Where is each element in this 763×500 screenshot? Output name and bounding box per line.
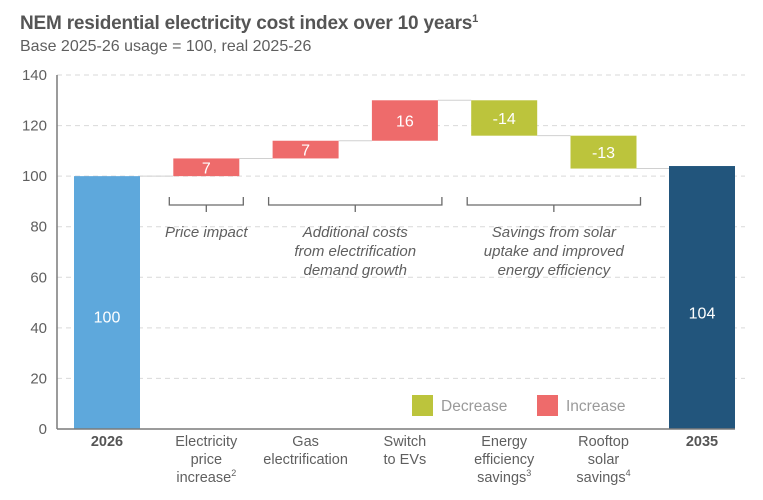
x-category-label: increase2 [176, 468, 236, 486]
bar-3 [371, 100, 438, 141]
bar-value-label: -14 [493, 111, 516, 128]
x-category-label: 2035 [686, 434, 718, 450]
x-category-label: price [191, 452, 222, 468]
bar-value-label: 16 [396, 114, 414, 131]
bar-5 [570, 135, 637, 169]
x-category-label: Gas [292, 434, 319, 450]
bar-0 [74, 176, 140, 429]
annotation-text: Savings from solar [492, 224, 617, 241]
bar-value-label: 7 [202, 160, 211, 177]
y-tick-label: 100 [22, 168, 47, 185]
legend-swatch-increase [537, 395, 558, 416]
chart-title-text: NEM residential electricity cost index o… [20, 13, 473, 34]
x-category-label: Electricity [175, 434, 238, 450]
bars: 100 7 7 16 -14 -13 104 [74, 100, 735, 429]
chart-subtitle: Base 2025-26 usage = 100, real 2025-26 [20, 38, 312, 55]
x-category-label: electrification [263, 452, 348, 468]
y-tick-label: 20 [30, 370, 47, 387]
x-category-label: Energy [481, 434, 528, 450]
annotation-text: Additional costs [302, 224, 409, 241]
footnote-marker: 4 [626, 468, 631, 478]
legend: Decrease Increase [412, 395, 625, 416]
y-tick-label: 60 [30, 269, 47, 286]
y-tick-label: 0 [39, 421, 47, 438]
bar-6 [669, 166, 735, 429]
footnote-marker: 3 [526, 468, 531, 478]
bar-4 [471, 100, 538, 136]
x-category-label: Rooftop [578, 434, 629, 450]
title-footnote: 1 [472, 13, 479, 25]
y-tick-label: 140 [22, 67, 47, 84]
connectors [140, 99, 669, 177]
x-category-label: Switch [384, 434, 427, 450]
bar-1 [173, 158, 240, 177]
annotation-bracket [466, 197, 642, 212]
bar-2 [272, 140, 339, 159]
x-category-label: savings4 [576, 468, 630, 486]
annotation-text: demand growth [304, 262, 407, 279]
y-tick-label: 80 [30, 219, 47, 236]
footnote-marker: 2 [231, 468, 236, 478]
annotation-text: energy efficiency [498, 262, 612, 279]
x-category-label: savings3 [477, 468, 531, 486]
legend-label: Increase [566, 398, 625, 415]
y-tick-label: 120 [22, 118, 47, 135]
x-category-label: to EVs [384, 452, 427, 468]
x-category-label: solar [588, 452, 620, 468]
annotation-text: Price impact [165, 224, 248, 241]
annotation-bracket [267, 197, 443, 212]
annotation-bracket [168, 197, 244, 212]
bar-value-label: 104 [689, 305, 716, 322]
annotation-text: uptake and improved [484, 243, 625, 260]
chart-title: NEM residential electricity cost index o… [20, 13, 478, 35]
annotation-text: from electrification [294, 243, 416, 260]
bar-value-label: -13 [592, 145, 615, 162]
y-axis-ticks: 0 20 40 60 80 100 120 140 [22, 67, 47, 438]
axes [56, 75, 735, 430]
legend-swatch-decrease [412, 395, 433, 416]
x-category-label: 2026 [91, 434, 123, 450]
bar-value-label: 100 [94, 310, 121, 327]
x-category-label: efficiency [474, 452, 535, 468]
annotations: Price impact Additional costs from electri… [165, 197, 642, 279]
legend-label: Decrease [441, 398, 507, 415]
y-tick-label: 40 [30, 320, 47, 337]
bar-value-label: 7 [301, 143, 310, 160]
